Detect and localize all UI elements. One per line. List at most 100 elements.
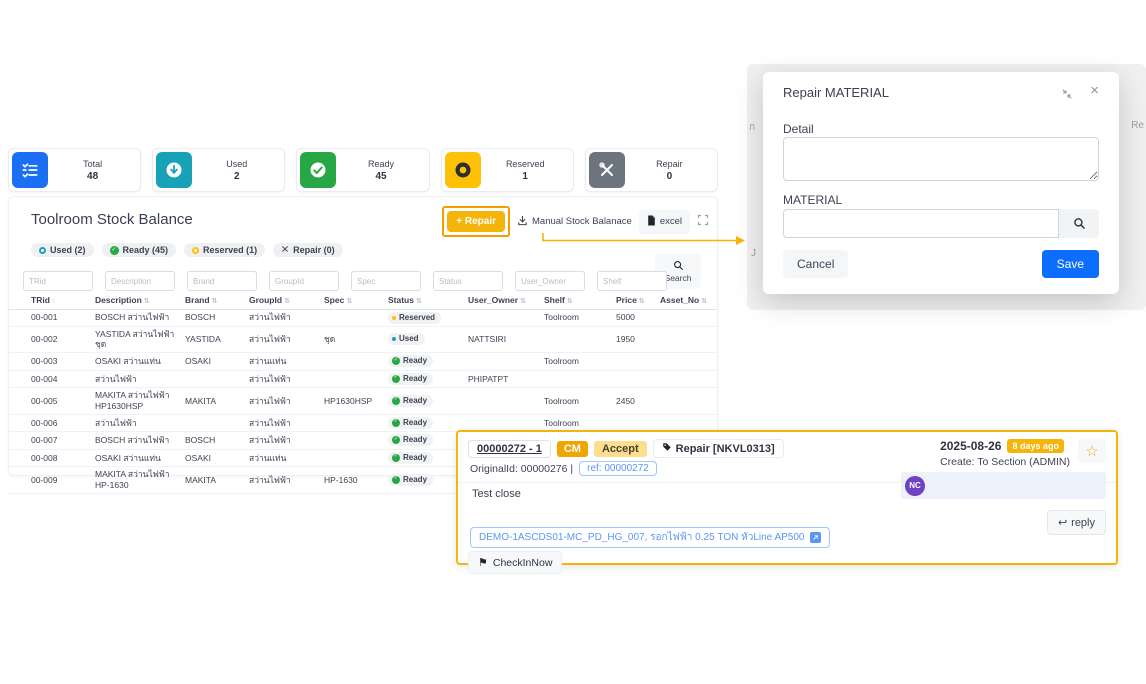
column-header[interactable]: TRid ↑ [31, 293, 95, 309]
filter-chip-reserved[interactable]: Reserved (1) [184, 243, 266, 257]
panel-toolbar: + Repair Manual Stock Balanace excel [442, 206, 709, 237]
excel-export-button[interactable]: excel [638, 209, 690, 234]
cell-shelf [544, 337, 616, 341]
manual-stock-balance-button[interactable]: Manual Stock Balanace [517, 215, 632, 229]
cell-price: 2450 [616, 395, 635, 406]
filter-groupid-input[interactable] [269, 271, 339, 291]
stat-label: Total [83, 158, 103, 169]
excel-file-icon [647, 215, 656, 229]
stat-card-used: Used 2 [152, 148, 286, 192]
external-link-icon [809, 532, 821, 543]
cell-price [616, 359, 660, 363]
cell-spec [324, 316, 388, 320]
fullscreen-icon[interactable] [697, 213, 709, 231]
detail-textarea[interactable] [783, 137, 1099, 181]
table-row[interactable]: 00-005 MAKITA สว่านไฟฟ้า HP1630HSP MAKIT… [9, 388, 717, 415]
filter-user-owner-input[interactable] [515, 271, 585, 291]
checkin-now-button[interactable]: ⚑ CheckInNow [468, 551, 563, 574]
filter-chip-repair[interactable]: Repair (0) [273, 243, 343, 257]
table-row[interactable]: 00-006 สว่านไฟฟ้า สว่านไฟฟ้า Ready Toolr… [9, 415, 717, 433]
cell-asset-no [660, 316, 709, 320]
material-reference-chip[interactable]: DEMO-1ASCDS01-MC_PD_HG_007, รอกไฟฟ้า 0.2… [470, 527, 830, 548]
close-icon[interactable]: × [1090, 82, 1099, 99]
status-dot-icon [392, 337, 396, 342]
material-input[interactable] [783, 209, 1059, 238]
sort-icon[interactable]: ⇅ [346, 298, 353, 305]
table-row[interactable]: 00-004 สว่านไฟฟ้า สว่านไฟฟ้า Ready PHIPA… [9, 371, 717, 389]
cell-asset-no [660, 359, 709, 363]
column-header[interactable]: User_Owner ⇅ [468, 293, 544, 309]
compress-icon[interactable] [1061, 87, 1073, 105]
stat-label: Used [226, 158, 248, 169]
column-header[interactable]: Spec ⇅ [324, 293, 388, 309]
sort-icon[interactable]: ⇅ [566, 298, 573, 305]
detail-label: Detail [783, 122, 814, 136]
status-badge: Ready [388, 394, 434, 407]
document-id-link[interactable]: 00000272 - 1 [468, 439, 551, 458]
table-row[interactable]: 00-009 MAKITA สว่านไฟฟ้า HP-1630 MAKITA … [9, 467, 717, 494]
cell-price: 5000 [616, 312, 635, 323]
avatar[interactable]: NC [905, 475, 925, 496]
column-header[interactable]: Asset_No ⇅ [660, 293, 713, 309]
filter-chip-ready[interactable]: Ready (45) [101, 243, 177, 257]
filter-description-input[interactable] [105, 271, 175, 291]
column-header[interactable]: GroupId ⇅ [249, 293, 324, 309]
column-header-label: Shelf [544, 295, 565, 305]
save-button[interactable]: Save [1041, 250, 1099, 278]
cell-status: Ready [388, 472, 468, 489]
cell-brand [185, 421, 249, 425]
add-repair-button[interactable]: + Repair [447, 211, 505, 232]
column-header[interactable]: Brand ⇅ [185, 293, 249, 309]
status-dot-icon [392, 315, 396, 320]
status-dot-icon [392, 374, 400, 383]
filter-trid-input[interactable] [23, 271, 93, 291]
filter-status-input[interactable] [433, 271, 503, 291]
filter-chip-used[interactable]: Used (2) [31, 243, 94, 257]
material-search-button[interactable] [1059, 209, 1099, 238]
days-ago-badge: 8 days ago [1007, 439, 1064, 453]
sort-icon[interactable]: ⇅ [520, 298, 526, 305]
cell-trid: 00-009 [31, 474, 58, 485]
ref-chip[interactable]: ref: 00000272 [579, 461, 657, 476]
cell-description: สว่านไฟฟ้า [95, 373, 137, 384]
sort-icon[interactable]: ⇅ [638, 298, 645, 305]
table-row[interactable]: 00-003 OSAKI สว่านแท่น OSAKI สว่านแท่น R… [9, 353, 717, 371]
filter-shelf-input[interactable] [597, 271, 667, 291]
column-header-label: User_Owner [468, 295, 519, 305]
toolroom-stock-panel: Toolroom Stock Balance + Repair Manual S… [8, 196, 718, 494]
reply-button[interactable]: ↩ reply [1046, 510, 1106, 535]
column-header[interactable]: Price ⇅ [616, 293, 660, 309]
chip-label: Ready (45) [122, 245, 169, 255]
status-dot-icon [392, 436, 400, 445]
cell-price [616, 377, 660, 381]
filter-spec-input[interactable] [351, 271, 421, 291]
status-filter-chips: Used (2) Ready (45) Reserved (1) Repair … [31, 243, 343, 257]
cancel-button[interactable]: Cancel [783, 250, 849, 278]
column-filters [23, 271, 667, 291]
star-icon[interactable]: ☆ [1078, 439, 1106, 463]
status-label: Ready [403, 356, 428, 365]
background-text-fragment: Re [1131, 120, 1144, 131]
sort-icon[interactable]: ↑ [51, 298, 56, 305]
sort-icon[interactable]: ⇅ [415, 298, 422, 305]
filter-brand-input[interactable] [187, 271, 257, 291]
table-row[interactable]: 00-001 BOSCH สว่านไฟฟ้า BOSCH สว่านไฟฟ้า… [9, 310, 717, 327]
status-badge: Ready [388, 473, 434, 486]
comment-message: Test close [472, 488, 521, 500]
sort-icon[interactable]: ⇅ [211, 298, 218, 305]
column-header-label: Spec [324, 295, 345, 305]
sort-icon[interactable]: ⇅ [701, 298, 708, 305]
column-header[interactable]: Shelf ⇅ [544, 293, 616, 309]
column-header[interactable]: Description ⇅ [95, 293, 185, 309]
column-header[interactable]: Status ⇅ [388, 293, 468, 309]
sort-icon[interactable]: ⇅ [143, 298, 150, 305]
cell-user-owner [468, 421, 544, 425]
table-row[interactable]: 00-002 YASTIDA สว่านไฟฟ้า ชุด YASTIDA สว… [9, 327, 717, 353]
status-badge: Ready [388, 416, 434, 429]
cell-groupid: สว่านไฟฟ้า [249, 417, 291, 428]
repair-tag-label: Repair [NKVL0313] [675, 442, 775, 455]
cell-brand: BOSCH [185, 435, 216, 446]
chip-label: Used (2) [50, 245, 86, 255]
sort-icon[interactable]: ⇅ [284, 298, 290, 305]
stats-row: Total 48 Used 2 Ready 45 Reserved 1 Repair 0 [8, 148, 719, 192]
